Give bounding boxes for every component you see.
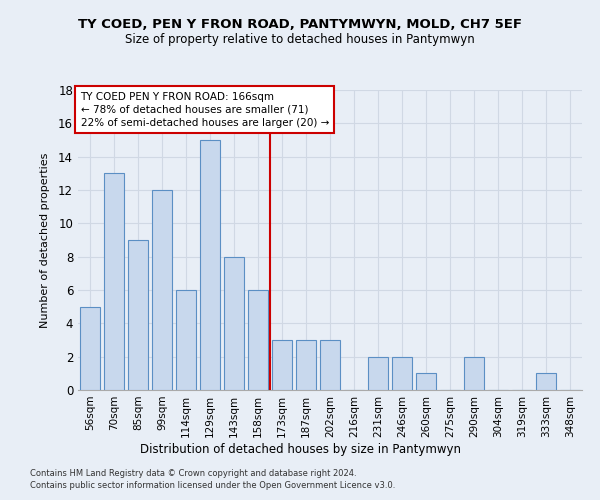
Bar: [200, 140, 220, 390]
Text: Contains public sector information licensed under the Open Government Licence v3: Contains public sector information licen…: [30, 481, 395, 490]
Text: TY COED, PEN Y FRON ROAD, PANTYMWYN, MOLD, CH7 5EF: TY COED, PEN Y FRON ROAD, PANTYMWYN, MOL…: [78, 18, 522, 30]
Bar: [368, 356, 388, 390]
Y-axis label: Number of detached properties: Number of detached properties: [40, 152, 50, 328]
Bar: [104, 174, 124, 390]
Text: TY COED PEN Y FRON ROAD: 166sqm
← 78% of detached houses are smaller (71)
22% of: TY COED PEN Y FRON ROAD: 166sqm ← 78% of…: [80, 92, 329, 128]
Bar: [416, 374, 436, 390]
Bar: [128, 240, 148, 390]
Bar: [176, 290, 196, 390]
Bar: [392, 356, 412, 390]
Bar: [464, 356, 484, 390]
Bar: [296, 340, 316, 390]
Bar: [272, 340, 292, 390]
Text: Contains HM Land Registry data © Crown copyright and database right 2024.: Contains HM Land Registry data © Crown c…: [30, 468, 356, 477]
Bar: [536, 374, 556, 390]
Text: Distribution of detached houses by size in Pantymwyn: Distribution of detached houses by size …: [139, 442, 461, 456]
Bar: [224, 256, 244, 390]
Bar: [320, 340, 340, 390]
Text: Size of property relative to detached houses in Pantymwyn: Size of property relative to detached ho…: [125, 32, 475, 46]
Bar: [152, 190, 172, 390]
Bar: [248, 290, 268, 390]
Bar: [80, 306, 100, 390]
